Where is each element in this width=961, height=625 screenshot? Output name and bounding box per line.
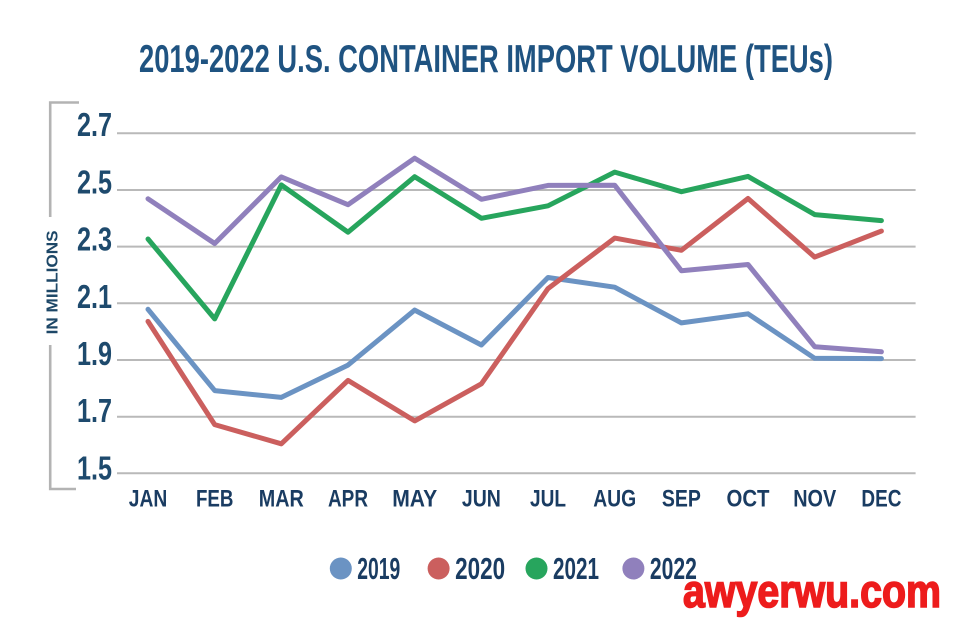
svg-text:MAR: MAR <box>259 486 304 513</box>
svg-text:APR: APR <box>328 486 368 513</box>
svg-text:JUL: JUL <box>530 486 566 513</box>
svg-text:2.7: 2.7 <box>77 106 112 143</box>
svg-text:awyerwu.com: awyerwu.com <box>683 565 941 617</box>
svg-text:2020: 2020 <box>455 552 505 586</box>
svg-text:FEB: FEB <box>196 486 234 513</box>
svg-text:AUG: AUG <box>593 486 636 513</box>
svg-text:2.5: 2.5 <box>77 163 112 200</box>
svg-text:JUN: JUN <box>462 486 501 513</box>
svg-text:2.1: 2.1 <box>77 278 112 315</box>
svg-text:OCT: OCT <box>727 486 770 513</box>
svg-text:2022: 2022 <box>650 552 697 586</box>
svg-text:2019-2022 U.S. CONTAINER IMPOR: 2019-2022 U.S. CONTAINER IMPORT VOLUME (… <box>139 38 833 81</box>
svg-text:2019: 2019 <box>357 552 400 586</box>
svg-text:DEC: DEC <box>861 486 901 513</box>
svg-text:SEP: SEP <box>662 486 701 513</box>
svg-text:NOV: NOV <box>793 486 836 513</box>
svg-text:IN MILLIONS: IN MILLIONS <box>45 230 62 334</box>
svg-text:JAN: JAN <box>129 486 168 513</box>
svg-text:2021: 2021 <box>553 552 599 586</box>
svg-text:1.9: 1.9 <box>77 335 112 372</box>
svg-text:1.7: 1.7 <box>77 392 112 429</box>
svg-text:1.5: 1.5 <box>77 449 112 486</box>
svg-text:2.3: 2.3 <box>77 221 112 258</box>
svg-text:MAY: MAY <box>392 486 437 513</box>
